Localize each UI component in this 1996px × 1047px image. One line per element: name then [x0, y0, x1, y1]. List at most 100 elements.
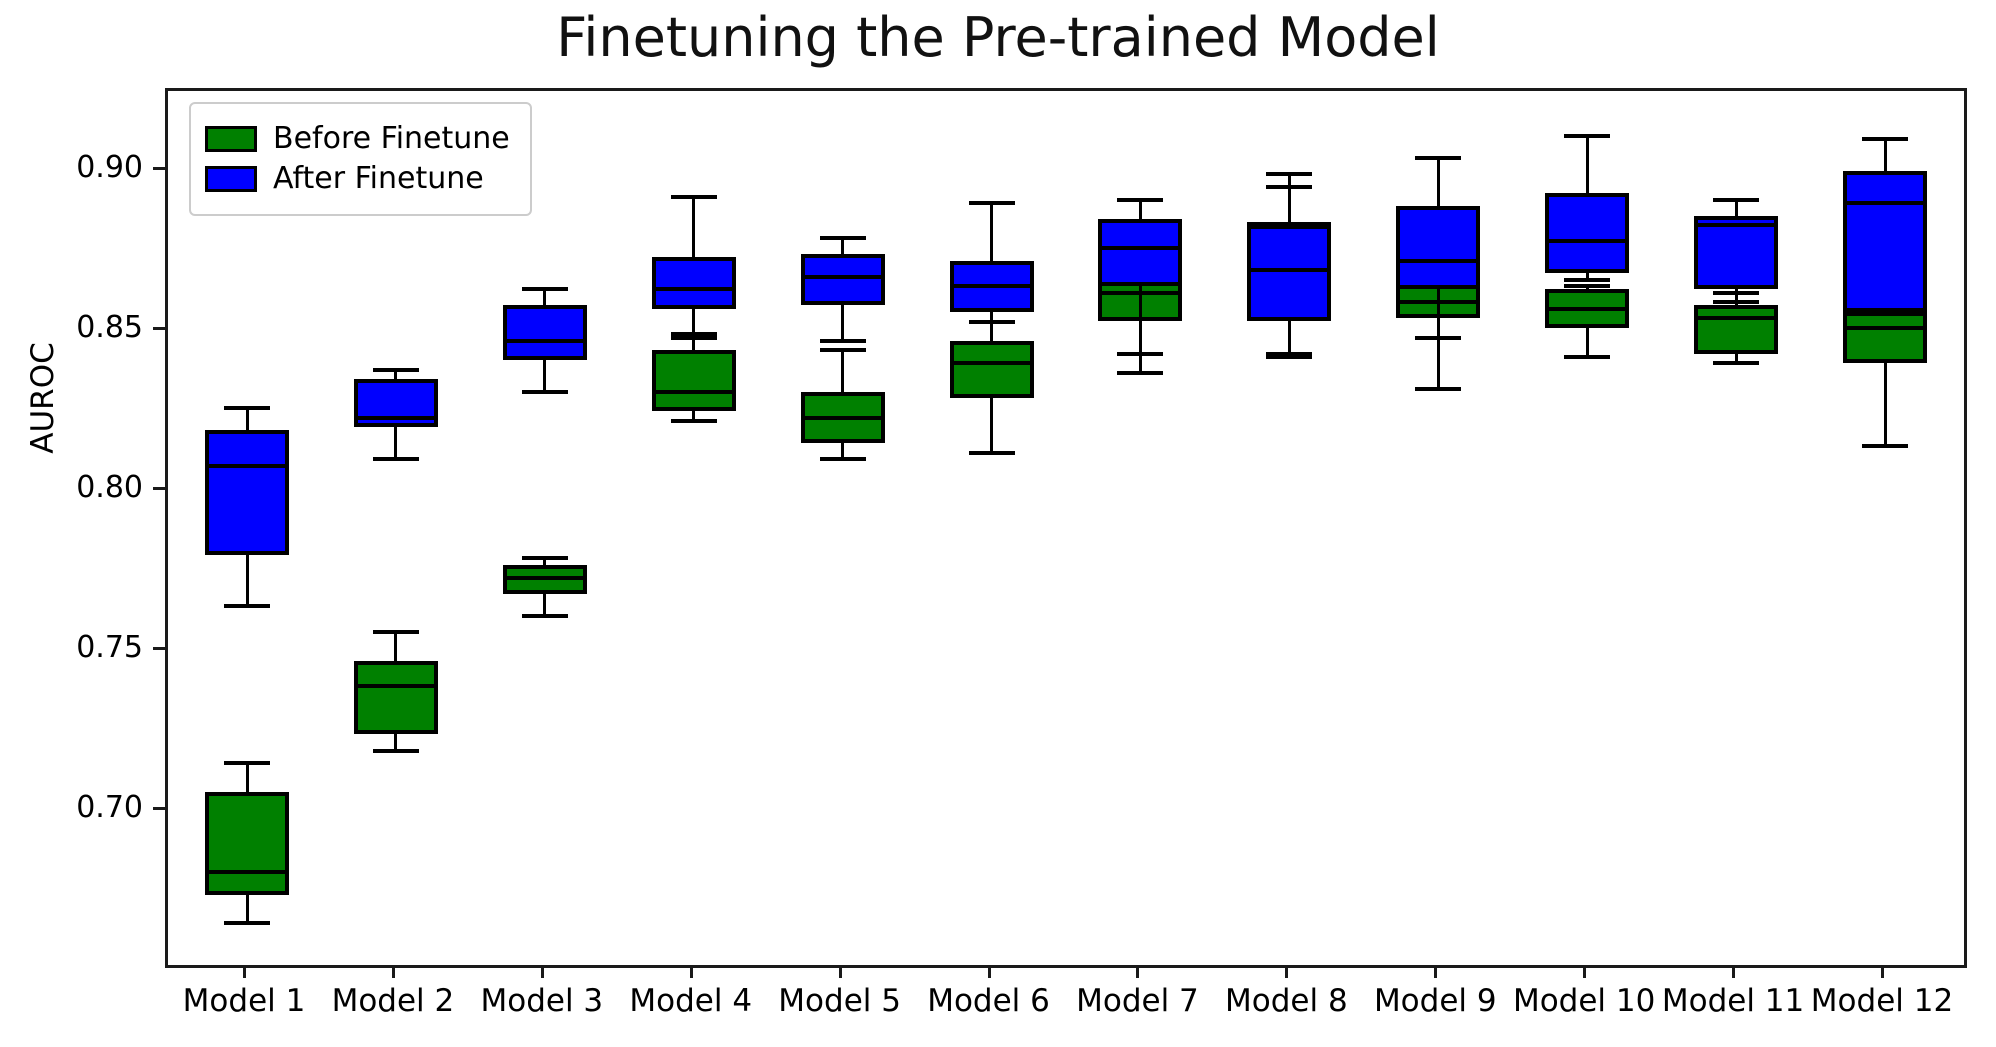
- upper-whisker: [1734, 199, 1738, 216]
- lower-whisker: [245, 894, 249, 924]
- median-line: [1247, 268, 1332, 273]
- lower-whisker: [1585, 327, 1589, 357]
- x-tick-mark: [1136, 965, 1140, 978]
- x-tick-mark: [243, 965, 246, 978]
- upper-whisker-cap: [224, 405, 270, 410]
- upper-whisker-cap: [670, 194, 717, 199]
- median-line: [1694, 223, 1779, 228]
- lower-whisker: [394, 734, 398, 751]
- median-line: [800, 415, 885, 420]
- lower-whisker: [841, 443, 845, 460]
- lower-whisker-cap: [521, 389, 568, 394]
- x-tick-mark: [838, 965, 842, 978]
- x-tick-mark: [1285, 965, 1289, 978]
- lower-whisker: [1287, 321, 1291, 354]
- upper-whisker: [245, 407, 249, 431]
- lower-whisker-cap: [968, 450, 1015, 455]
- upper-whisker: [841, 350, 845, 392]
- y-axis-label: AUROC: [25, 342, 61, 454]
- upper-whisker-cap: [1266, 172, 1313, 177]
- legend-swatch-before-finetune: [205, 126, 257, 152]
- upper-whisker-cap: [1862, 137, 1908, 142]
- lower-whisker-cap: [372, 457, 419, 462]
- box: [1098, 219, 1183, 287]
- x-tick-label: Model 3: [480, 983, 604, 1019]
- median-line: [1396, 258, 1481, 263]
- lower-whisker-cap: [224, 921, 270, 926]
- lower-whisker: [1734, 353, 1738, 364]
- lower-whisker: [245, 555, 249, 607]
- lower-whisker: [990, 311, 994, 322]
- box: [800, 254, 885, 306]
- median-line: [502, 575, 587, 580]
- upper-whisker-cap: [1564, 284, 1611, 289]
- lower-whisker-cap: [1415, 386, 1462, 391]
- lower-whisker: [841, 305, 845, 341]
- x-tick-label: Model 1: [182, 983, 306, 1019]
- lower-whisker-cap: [224, 604, 270, 609]
- upper-whisker: [1287, 174, 1291, 226]
- upper-whisker-cap: [372, 367, 419, 372]
- lower-whisker-cap: [819, 338, 866, 343]
- lower-whisker: [1436, 318, 1440, 389]
- legend-item-before-finetune: Before Finetune: [205, 122, 510, 156]
- upper-whisker-cap: [819, 348, 866, 353]
- upper-whisker: [543, 558, 547, 565]
- median-line: [949, 361, 1034, 366]
- upper-whisker: [1436, 158, 1440, 207]
- median-line: [1098, 245, 1183, 250]
- upper-whisker: [1138, 199, 1142, 220]
- y-tick-label: 0.90: [76, 150, 143, 186]
- median-line: [1545, 239, 1630, 244]
- x-tick-mark: [1434, 965, 1438, 978]
- lower-whisker-cap: [372, 748, 419, 753]
- box: [1694, 305, 1779, 354]
- lower-whisker: [543, 593, 547, 617]
- median-line: [1843, 201, 1927, 206]
- lower-whisker-cap: [1266, 354, 1313, 359]
- y-tick-mark: [153, 327, 166, 331]
- median-line: [353, 684, 438, 689]
- box: [1247, 225, 1332, 322]
- x-tick-mark: [1881, 965, 1884, 978]
- upper-whisker-cap: [1117, 197, 1164, 202]
- upper-whisker-cap: [968, 201, 1015, 206]
- lower-whisker-cap: [521, 614, 568, 619]
- box: [502, 305, 587, 360]
- box: [205, 792, 289, 895]
- upper-whisker: [1883, 139, 1887, 172]
- x-tick-mark: [540, 965, 544, 978]
- y-tick-label: 0.70: [76, 790, 143, 826]
- x-tick-label: Model 5: [778, 983, 901, 1019]
- lower-whisker-cap: [1564, 354, 1611, 359]
- upper-whisker: [692, 196, 696, 258]
- y-tick-label: 0.80: [76, 470, 143, 506]
- upper-whisker: [692, 337, 696, 351]
- lower-whisker-cap: [1564, 277, 1611, 282]
- lower-whisker: [990, 398, 994, 453]
- x-tick-label: Model 2: [331, 983, 455, 1019]
- median-line: [651, 389, 736, 394]
- box: [353, 660, 438, 735]
- box: [353, 379, 438, 428]
- x-tick-label: Model 9: [1373, 983, 1497, 1019]
- upper-whisker-cap: [1415, 156, 1462, 161]
- legend-label-after-finetune: After Finetune: [273, 161, 484, 196]
- x-tick-label: Model 4: [629, 983, 753, 1019]
- lower-whisker-cap: [670, 332, 717, 337]
- upper-whisker-cap: [521, 287, 568, 292]
- legend: Before Finetune After Finetune: [189, 102, 532, 216]
- upper-whisker-cap: [819, 236, 866, 241]
- box: [1694, 215, 1779, 290]
- lower-whisker-cap: [1117, 351, 1164, 356]
- lower-whisker-cap: [1415, 335, 1462, 340]
- y-tick-label: 0.85: [76, 310, 143, 346]
- upper-whisker: [394, 632, 398, 661]
- legend-item-after-finetune: After Finetune: [205, 162, 510, 196]
- upper-whisker-cap: [670, 335, 717, 340]
- upper-whisker-cap: [521, 556, 568, 561]
- y-tick-mark: [153, 487, 166, 491]
- upper-whisker-cap: [372, 630, 419, 635]
- y-tick-mark: [153, 167, 166, 171]
- median-line: [1545, 306, 1630, 311]
